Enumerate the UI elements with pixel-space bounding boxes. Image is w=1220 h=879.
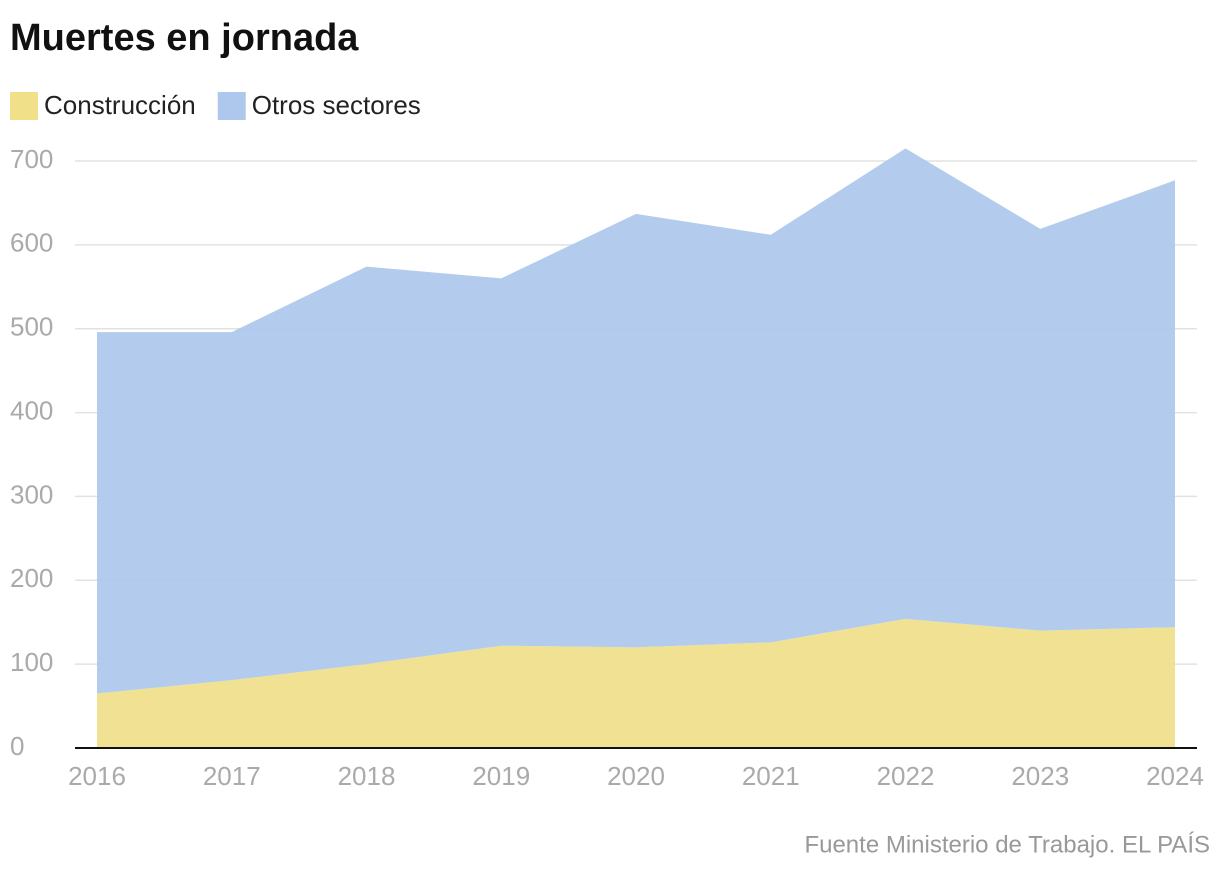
x-tick-label: 2016: [68, 761, 126, 791]
x-tick-label: 2021: [742, 761, 800, 791]
source: Fuente Ministerio de Trabajo. EL PAÍS: [804, 831, 1210, 858]
chart-title: Muertes en jornada: [10, 17, 359, 59]
legend-swatch: [10, 92, 38, 120]
y-tick-label: 200: [10, 563, 53, 593]
y-tick-label: 600: [10, 228, 53, 258]
y-tick-label: 300: [10, 479, 53, 509]
x-tick-label: 2017: [203, 761, 261, 791]
x-tick-label: 2018: [338, 761, 396, 791]
legend-label: Otros sectores: [252, 90, 421, 120]
y-tick-label: 700: [10, 144, 53, 174]
x-tick-label: 2024: [1146, 761, 1204, 791]
legend-label: Construcción: [44, 90, 196, 120]
x-tick-label: 2022: [877, 761, 935, 791]
x-tick-label: 2019: [472, 761, 530, 791]
y-tick-label: 400: [10, 395, 53, 425]
area: [97, 148, 1175, 694]
x-tick-label: 2023: [1011, 761, 1069, 791]
y-tick-label: 500: [10, 312, 53, 342]
y-tick-label: 100: [10, 647, 53, 677]
y-tick-label: 0: [10, 731, 24, 761]
legend-swatch: [217, 92, 246, 120]
x-tick-label: 2020: [607, 761, 665, 791]
area: [97, 618, 1175, 748]
